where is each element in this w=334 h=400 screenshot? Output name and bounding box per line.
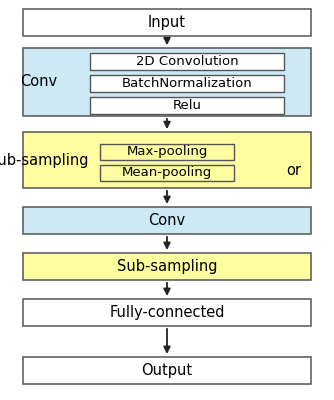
Text: Relu: Relu xyxy=(173,99,201,112)
FancyBboxPatch shape xyxy=(90,97,284,114)
FancyBboxPatch shape xyxy=(90,75,284,92)
Text: Max-pooling: Max-pooling xyxy=(126,145,208,158)
Text: Sub-sampling: Sub-sampling xyxy=(117,259,217,274)
FancyBboxPatch shape xyxy=(23,132,311,188)
FancyBboxPatch shape xyxy=(100,144,234,160)
Text: BatchNormalization: BatchNormalization xyxy=(122,77,253,90)
FancyBboxPatch shape xyxy=(23,48,311,116)
Text: Input: Input xyxy=(148,15,186,30)
Text: 2D Convolution: 2D Convolution xyxy=(136,55,238,68)
Text: Output: Output xyxy=(141,363,193,378)
Text: Fully-connected: Fully-connected xyxy=(109,305,225,320)
FancyBboxPatch shape xyxy=(23,357,311,384)
FancyBboxPatch shape xyxy=(100,165,234,181)
FancyBboxPatch shape xyxy=(23,253,311,280)
FancyBboxPatch shape xyxy=(90,53,284,70)
Text: Conv: Conv xyxy=(20,74,57,90)
Text: or: or xyxy=(287,162,301,178)
FancyBboxPatch shape xyxy=(23,9,311,36)
Text: Mean-pooling: Mean-pooling xyxy=(122,166,212,179)
Text: Sub-sampling: Sub-sampling xyxy=(0,152,89,168)
Text: Conv: Conv xyxy=(148,213,186,228)
FancyBboxPatch shape xyxy=(23,207,311,234)
FancyBboxPatch shape xyxy=(23,299,311,326)
